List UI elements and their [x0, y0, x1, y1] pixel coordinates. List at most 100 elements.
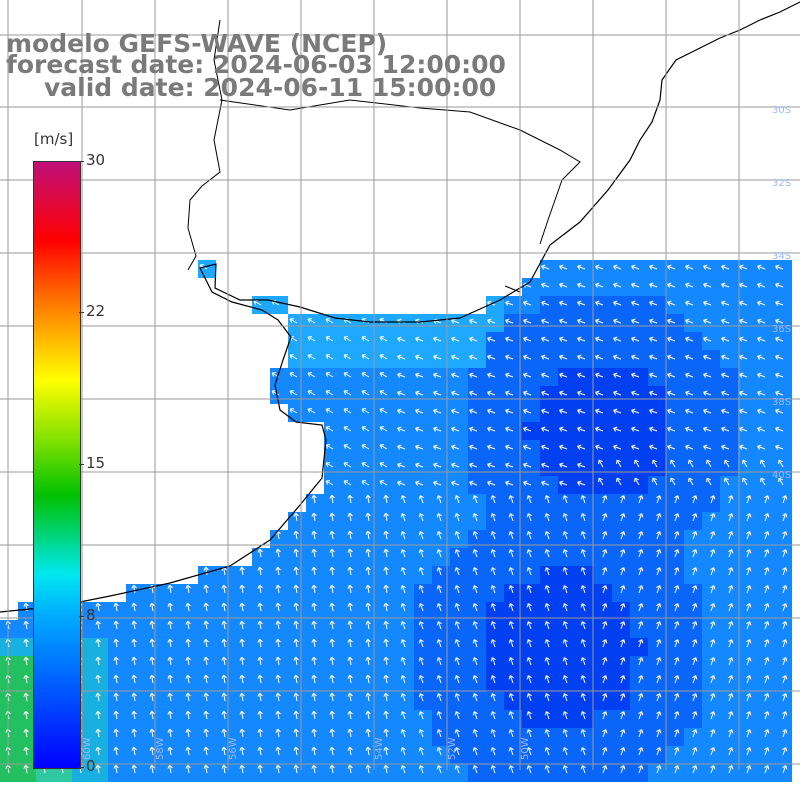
wind-arrow: [415, 390, 424, 396]
wind-arrow: [329, 602, 335, 612]
wind-arrow: [149, 602, 155, 612]
wind-arrow: [562, 531, 568, 540]
wind-arrow: [469, 426, 478, 432]
wind-arrow: [544, 513, 550, 522]
wind-arrow: [559, 426, 568, 432]
wind-arrow: [764, 549, 770, 558]
wind-arrow: [580, 531, 586, 540]
wind-arrow: [415, 444, 424, 450]
wind-arrow: [764, 693, 770, 702]
map-margin: [450, 782, 468, 800]
wind-arrow: [667, 408, 676, 414]
wind-arrow: [343, 444, 352, 450]
wind-arrow: [764, 675, 770, 684]
wind-arrow: [620, 549, 626, 558]
wind-arrow: [487, 480, 496, 486]
wind-arrow: [383, 674, 389, 684]
wind-arrow: [613, 372, 622, 378]
wind-arrow: [580, 495, 586, 504]
wind-arrow: [685, 408, 694, 414]
wind-arrow: [311, 746, 317, 756]
wind-arrow: [131, 692, 137, 702]
wind-arrow: [383, 512, 389, 522]
wind-arrow: [526, 495, 532, 504]
lat-lon-grid: [0, 0, 800, 770]
wind-arrow: [562, 675, 568, 684]
wind-arrow: [257, 728, 263, 738]
wind-arrow: [595, 426, 604, 432]
wind-arrow: [325, 318, 334, 324]
wind-arrow: [620, 585, 626, 594]
wind-arrow: [221, 620, 227, 630]
wind-arrow: [436, 711, 442, 720]
map-margin: [54, 782, 72, 800]
wind-arrow: [541, 372, 550, 378]
wind-arrow: [311, 674, 317, 684]
wind-arrow: [775, 354, 784, 360]
wind-arrow: [602, 567, 608, 576]
wind-arrow: [293, 710, 299, 720]
wind-arrow: [167, 692, 173, 702]
wind-arrow: [365, 548, 371, 558]
wind-arrow: [487, 354, 496, 360]
wind-arrow: [400, 495, 406, 504]
wind-arrow: [685, 300, 694, 306]
wind-arrow: [674, 621, 680, 630]
map-margin: [738, 782, 756, 800]
wind-arrow: [710, 711, 716, 720]
wind-arrow: [487, 318, 496, 324]
wind-arrow: [562, 747, 568, 756]
map-margin: [702, 782, 720, 800]
wind-arrow: [721, 336, 730, 342]
wind-arrow: [595, 282, 604, 288]
wind-arrow: [757, 264, 766, 270]
wind-arrow: [275, 674, 281, 684]
wind-arrow: [580, 549, 586, 558]
wind-arrow: [746, 675, 752, 684]
wind-arrow: [472, 657, 478, 666]
wind-arrow: [239, 710, 245, 720]
wind-arrow: [649, 372, 658, 378]
wind-arrow: [685, 282, 694, 288]
wind-arrow: [746, 711, 752, 720]
wind-arrow: [293, 530, 299, 540]
wind-arrow: [311, 584, 317, 594]
wind-arrow: [562, 729, 568, 738]
wind-arrow: [505, 336, 514, 342]
wind-arrow: [577, 444, 586, 450]
wind-arrow: [383, 728, 389, 738]
map-margin: [234, 782, 252, 800]
map-margin: [486, 782, 504, 800]
wind-arrow: [365, 710, 371, 720]
wind-arrow: [728, 711, 734, 720]
wind-arrow: [487, 372, 496, 378]
wind-arrow: [739, 264, 748, 270]
wind-arrow: [656, 531, 662, 540]
wind-arrow: [239, 746, 245, 756]
wind-arrow: [347, 530, 353, 540]
wind-arrow: [289, 372, 298, 378]
wind-arrow: [311, 638, 317, 648]
wind-arrow: [329, 746, 335, 756]
wind-arrow: [23, 764, 29, 774]
wind-arrow: [167, 620, 173, 630]
wind-arrow: [782, 639, 788, 648]
wind-arrow: [23, 692, 29, 702]
wind-arrow: [131, 638, 137, 648]
wind-arrow: [541, 282, 550, 288]
wind-arrow: [620, 675, 626, 684]
wind-arrow: [365, 674, 371, 684]
wind-arrow: [397, 336, 406, 342]
wind-arrow: [418, 585, 424, 594]
wind-arrow: [397, 390, 406, 396]
wind-arrow: [469, 462, 478, 468]
wind-arrow: [347, 710, 353, 720]
wind-arrow: [23, 620, 29, 630]
wind-arrow: [400, 657, 406, 666]
colorbar-tick-label: 30: [86, 151, 106, 169]
grid-labels: 30S 32S 34S 36S 38S 40S 60W 58W 56W 54W 52W 50W: [82, 105, 791, 760]
wind-arrow: [325, 408, 334, 414]
wind-arrow: [656, 675, 662, 684]
wind-arrow: [728, 621, 734, 630]
wind-arrow: [775, 408, 784, 414]
